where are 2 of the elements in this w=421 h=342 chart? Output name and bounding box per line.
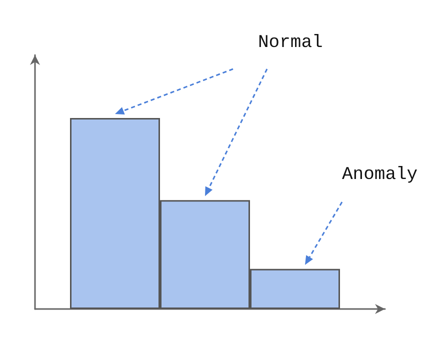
annotation: Anomaly (342, 165, 418, 185)
text: Normal (258, 33, 323, 53)
